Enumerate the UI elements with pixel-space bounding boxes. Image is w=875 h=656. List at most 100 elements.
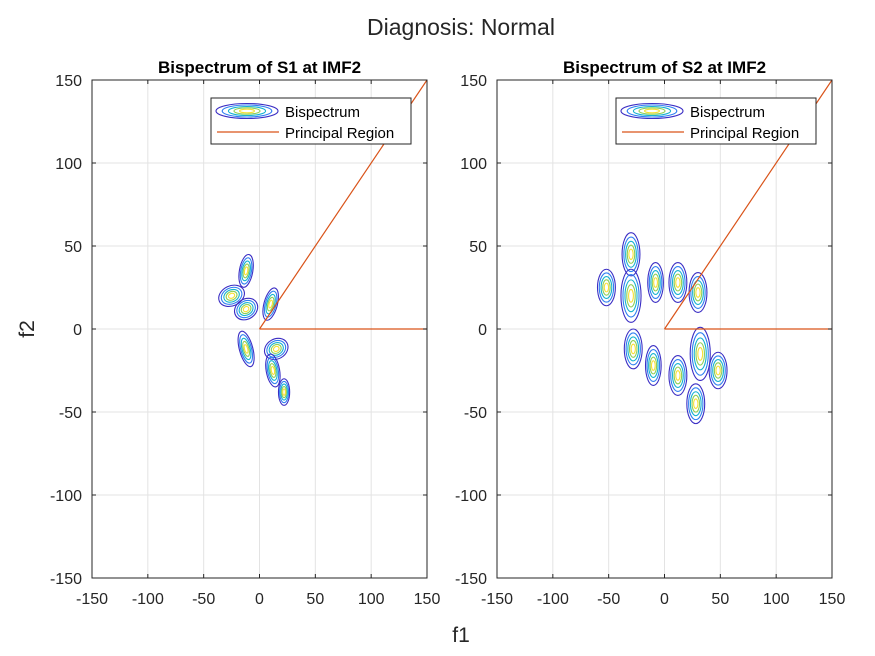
contour-level-1: [218, 284, 245, 308]
contour-level-1: [237, 330, 255, 368]
contour-level-5: [653, 277, 658, 288]
contour-level-4: [281, 385, 287, 399]
legend-contour-swatch: [233, 107, 261, 115]
contour-level-3: [280, 383, 288, 401]
contour-level-1: [708, 351, 728, 390]
subplot-title: Bispectrum of S2 at IMF2: [563, 58, 766, 77]
contour-level-3: [268, 360, 278, 381]
y-tick-label: -150: [455, 571, 487, 588]
contour-level-2: [598, 272, 615, 303]
legend-label: Bispectrum: [285, 104, 360, 121]
contour-level-3: [671, 270, 684, 296]
y-tick-label: 50: [64, 239, 82, 256]
contour-level-5: [243, 266, 249, 276]
legend-contour-swatch: [644, 108, 660, 114]
contour-level-3: [624, 279, 638, 313]
contour-level-5: [675, 277, 681, 288]
contour-level-2: [648, 266, 663, 300]
contour-level-1: [668, 262, 688, 303]
contour-level-1: [238, 253, 254, 288]
contour-level-4: [628, 340, 638, 358]
contour-level-4: [602, 279, 611, 296]
subplot-title: Bispectrum of S1 at IMF2: [158, 58, 361, 77]
contour-level-1: [596, 268, 616, 307]
x-tick-label: -50: [192, 591, 215, 608]
legend-contour-swatch: [215, 102, 279, 120]
x-tick-label: 150: [819, 591, 846, 608]
legend-label: Bispectrum: [690, 104, 765, 121]
contour-level-2: [646, 349, 661, 383]
contour-level-2: [220, 286, 243, 305]
contour-level-3: [268, 342, 284, 356]
y-tick-label: -100: [50, 488, 82, 505]
contour-level-5: [272, 345, 280, 353]
contour-level-2: [623, 236, 639, 273]
x-tick-label: 0: [255, 591, 264, 608]
legend-entry-bispectrum: Bispectrum: [620, 102, 765, 121]
contour-level-5: [628, 248, 634, 261]
subplot-s1: -150 -100 -50 0 50 100 150 -150 -100 -50 0 50 100 150…: [50, 58, 440, 608]
y-tick-label: 100: [460, 156, 487, 173]
contour-level-2: [239, 334, 254, 364]
contour-level-5: [697, 346, 704, 361]
legend-label: Principal Region: [690, 125, 799, 142]
legend-entry-principal-region: Principal Region: [622, 125, 799, 142]
bispectrum-contours: [596, 232, 728, 425]
contour-level-3: [671, 362, 684, 388]
contour-level-2: [266, 356, 280, 385]
y-tick-label: 50: [469, 239, 487, 256]
contour-level-2: [622, 274, 640, 318]
legend-label: Principal Region: [285, 125, 394, 142]
contour-level-3: [600, 275, 613, 300]
contour-level-5: [227, 292, 236, 299]
y-tick-label: 100: [55, 156, 82, 173]
contour-level-3: [625, 240, 637, 268]
contour-level-3: [241, 260, 251, 282]
bispectrum-contours: [218, 253, 291, 406]
contour-level-5: [268, 299, 274, 309]
x-tick-label: -150: [481, 591, 513, 608]
contour-level-4: [225, 290, 238, 301]
contour-level-1: [689, 326, 711, 382]
y-tick-label: 0: [73, 322, 82, 339]
subplot-s2: -150 -100 -50 0 50 100 150 -150 -100 -50 0 50 100 150…: [455, 58, 845, 608]
x-tick-label: 0: [660, 591, 669, 608]
contour-level-5: [242, 305, 250, 313]
contour-level-1: [262, 287, 279, 321]
contour-level-5: [243, 344, 249, 354]
contour-level-5: [628, 288, 634, 303]
contour-level-4: [713, 362, 723, 379]
y-tick-label: 150: [460, 73, 487, 90]
contour-level-4: [626, 284, 636, 308]
contour-level-1: [265, 353, 281, 388]
legend-contour-swatch: [626, 104, 678, 118]
contour-level-2: [690, 275, 706, 309]
y-axis-label: f2: [16, 320, 39, 338]
contour-level-4: [649, 356, 658, 375]
contour-level-2: [239, 257, 253, 285]
contour-level-3: [650, 270, 661, 296]
contour-level-3: [692, 279, 704, 305]
contour-level-4: [240, 304, 252, 315]
legend-entry-bispectrum: Bispectrum: [215, 102, 360, 121]
contour-level-4: [695, 342, 706, 366]
contour-level-4: [242, 340, 251, 357]
y-tick-label: -50: [464, 405, 487, 422]
contour-level-2: [670, 358, 686, 392]
contour-level-1: [263, 337, 289, 361]
contour-level-1: [233, 297, 259, 321]
legend: Bispectrum Principal Region: [615, 97, 817, 145]
contour-level-1: [644, 345, 662, 386]
contour-level-4: [626, 244, 636, 264]
contour-level-2: [625, 332, 641, 366]
contour-level-2: [688, 387, 704, 421]
contour-level-1: [623, 328, 643, 370]
contour-level-5: [650, 360, 656, 371]
x-tick-label: -150: [76, 591, 108, 608]
contour-level-3: [238, 302, 254, 317]
legend: Bispectrum Principal Region: [210, 97, 412, 145]
y-tick-label: -100: [455, 488, 487, 505]
x-tick-label: 150: [414, 591, 441, 608]
legend-contour-swatch: [221, 104, 273, 118]
contour-level-4: [693, 283, 703, 302]
